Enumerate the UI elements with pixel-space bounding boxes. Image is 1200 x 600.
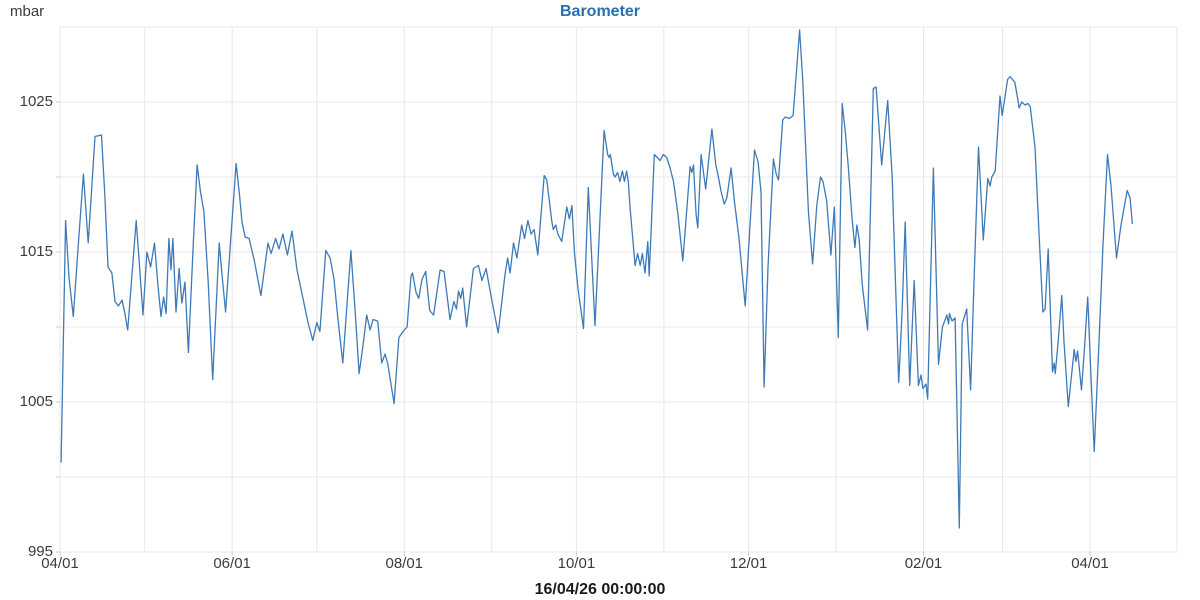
chart-title: Barometer (559, 3, 641, 20)
x-tick-label: 04/01 (1071, 555, 1109, 572)
y-axis-unit-label: mbar (10, 3, 45, 20)
x-tick-label: 02/01 (904, 555, 943, 572)
current-time-label: 16/04/26 00:00:00 (534, 581, 666, 598)
x-tick-label: 12/01 (729, 555, 768, 572)
x-tick-label: 06/01 (213, 555, 251, 572)
y-tick-label: 1005 (19, 393, 53, 410)
x-tick-label: 04/01 (41, 555, 79, 572)
y-tick-label: 1015 (19, 243, 53, 260)
y-tick-label: 995 (27, 543, 53, 560)
x-tick-label: 10/01 (557, 555, 596, 572)
y-tick-label: 1025 (19, 93, 53, 110)
pressure-line (60, 29, 1133, 529)
x-tick-label: 08/01 (385, 555, 424, 572)
